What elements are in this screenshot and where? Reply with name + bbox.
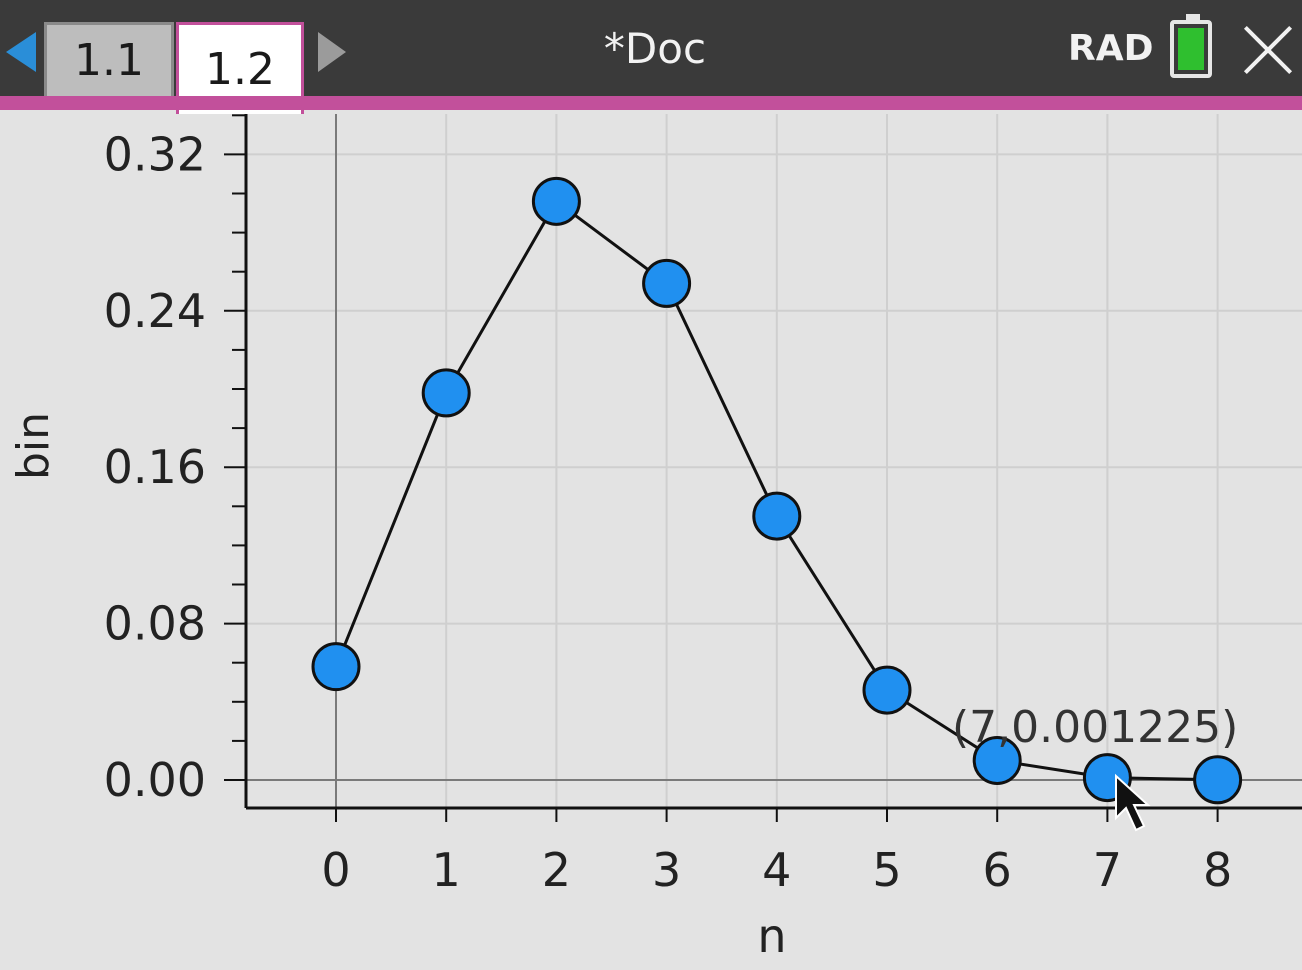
document-title: *Doc	[603, 24, 707, 73]
x-axis-label: n	[757, 909, 786, 963]
data-point[interactable]	[752, 491, 802, 541]
toolbar: 1.1 1.2 *Doc RAD	[0, 0, 1302, 114]
data-point[interactable]	[972, 735, 1022, 785]
data-point[interactable]	[862, 665, 912, 715]
x-tick-label: 0	[321, 843, 350, 897]
toolbar-accent-bar	[0, 96, 1302, 110]
data-point[interactable]	[1193, 755, 1243, 805]
previous-page-icon[interactable]	[6, 32, 36, 72]
x-tick-label: 6	[983, 843, 1012, 897]
x-tick-label: 8	[1203, 843, 1232, 897]
data-point[interactable]	[421, 368, 471, 418]
data-point[interactable]	[642, 258, 692, 308]
tab-label: 1.2	[205, 44, 275, 95]
y-axis-label: bin	[8, 412, 59, 480]
y-tick-label: 0.00	[104, 753, 206, 807]
point-coordinate-label: (7,0.001225)	[952, 702, 1238, 753]
graph-plot-area[interactable]: 0 1 2 3 4 5 6 7 8 0.00 0.08 0.16 0.24 0.32 (7,0.00122…	[0, 110, 1302, 970]
data-point[interactable]	[531, 176, 581, 226]
x-tick-label: 4	[762, 843, 791, 897]
x-tick-label: 7	[1093, 843, 1122, 897]
x-tick-label: 2	[542, 843, 571, 897]
y-tick-label: 0.24	[104, 284, 206, 338]
tab-page-1-1[interactable]: 1.1	[44, 22, 174, 96]
x-tick-label: 1	[432, 843, 461, 897]
data-point[interactable]	[311, 642, 361, 692]
battery-full-icon	[1170, 14, 1212, 78]
x-tick-label: 5	[872, 843, 901, 897]
x-tick-label: 3	[652, 843, 681, 897]
y-tick-label: 0.08	[104, 597, 206, 651]
next-page-icon[interactable]	[318, 32, 346, 72]
tab-label: 1.1	[74, 35, 144, 86]
angle-mode-indicator: RAD	[1068, 28, 1154, 69]
y-tick-label: 0.16	[104, 440, 206, 494]
close-icon[interactable]	[1242, 24, 1294, 76]
mouse-pointer-icon	[1115, 773, 1151, 832]
y-tick-label: 0.32	[104, 127, 206, 181]
